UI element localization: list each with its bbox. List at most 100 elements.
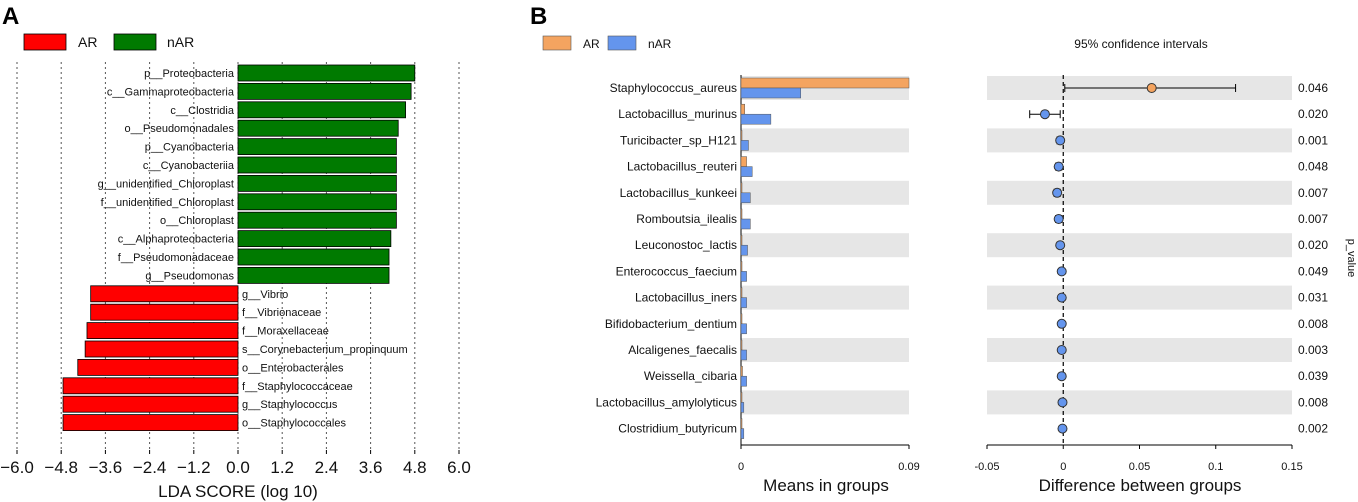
p-value-Leuconostoc_lactis: 0.020	[1298, 238, 1328, 252]
x-tick-label-10: 6.0	[447, 458, 471, 477]
bar-c__Gammaproteobacteria	[237, 83, 412, 100]
c-tick-label-3: 0.1	[1208, 461, 1223, 473]
x-tick-label-8: 3.6	[359, 458, 383, 477]
diff-point-Turicibacter_sp_H121	[1055, 135, 1066, 146]
p-value-Lactobacillus_murinus: 0.020	[1298, 107, 1328, 121]
band-Leuconostoc_lactis	[741, 233, 909, 258]
legend-b-ar-swatch	[542, 35, 572, 51]
bar-nar-Staphylococcus_aureus	[740, 87, 801, 99]
b-tick-label-0: 0	[738, 461, 744, 473]
p-value-Lactobacillus_kunkeei: 0.007	[1298, 186, 1328, 200]
bar-label-p__Proteobacteria: p__Proteobacteria	[144, 68, 235, 80]
bar-label-g__unidentified_Chloroplast: g__unidentified_Chloroplast	[98, 178, 234, 190]
bar-label-f__Vibrionaceae: f__Vibrionaceae	[242, 307, 321, 319]
species-label-Weissella_cibaria: Weissella_cibaria	[644, 369, 737, 383]
bar-c__Clostridia	[237, 101, 406, 119]
bar-label-o__Chloroplast: o__Chloroplast	[160, 215, 234, 227]
difference-chart: 0.046 0.020 0.001 0.048 0.007 0.007 0.020 0.049…	[974, 75, 1357, 495]
diff-band-Lactobacillus_kunkeei	[987, 180, 1292, 205]
lda-chart: p__Proteobacteria c__Gammaproteobacteriac…	[0, 62, 471, 501]
diff-band-Lactobacillus_amylolyticus	[987, 390, 1292, 415]
species-label-Staphylococcus_aureus: Staphylococcus_aureus	[610, 81, 737, 95]
band-Lactobacillus_amylolyticus	[741, 390, 909, 415]
bar-nar-Lactobacillus_reuteri	[740, 166, 753, 177]
bar-o__Enterobacterales	[77, 358, 239, 376]
bar-ar-Staphylococcus_aureus	[740, 77, 910, 89]
panel-letter-a: A	[2, 3, 19, 30]
bar-nar-Romboutsia_ilealis	[740, 218, 751, 230]
bar-ar-Lactobacillus_murinus	[740, 103, 745, 115]
bar-ar-Enterococcus_faecium	[740, 261, 743, 272]
means-chart: Staphylococcus_aureus Lactobacillus_murin…	[596, 75, 920, 495]
c-tick-label-2: 0.05	[1129, 461, 1150, 473]
bar-label-f__Pseudomonadaceae: f__Pseudomonadaceae	[118, 252, 234, 264]
bar-ar-Bifidobacterium_dentium	[740, 313, 743, 325]
bar-ar-Romboutsia_ilealis	[740, 208, 743, 220]
diff-point-Staphylococcus_aureus	[1146, 83, 1157, 93]
bar-ar-Clostridium_butyricum	[740, 418, 743, 429]
bar-g__Pseudomonas	[237, 266, 390, 284]
bar-label-o__Enterobacterales: o__Enterobacterales	[242, 362, 344, 374]
legend-b-ar-label: AR	[583, 37, 600, 51]
bar-ar-Alcaligenes_faecalis	[740, 339, 743, 351]
band-Lactobacillus_kunkeei	[741, 180, 909, 205]
band-Turicibacter_sp_H121	[741, 128, 909, 153]
ci-title: 95% confidence intervals	[1074, 37, 1207, 51]
x-tick-label-6: 1.2	[270, 458, 294, 477]
diff-point-Lactobacillus_kunkeei	[1052, 187, 1063, 198]
bar-label-c__Clostridia: c__Clostridia	[170, 105, 234, 117]
species-label-Lactobacillus_reuteri: Lactobacillus_reuteri	[627, 160, 737, 174]
bar-ar-Leuconostoc_lactis	[740, 234, 743, 246]
bar-nar-Turicibacter_sp_H121	[740, 140, 749, 151]
diff-point-Leuconostoc_lactis	[1055, 240, 1066, 251]
bar-p__Cyanobacteria	[237, 138, 397, 156]
diff-point-Alcaligenes_faecalis	[1056, 345, 1067, 355]
band-Alcaligenes_faecalis	[741, 338, 909, 362]
bar-c__Alphaproteobacteria	[237, 230, 392, 248]
x-tick-label-9: 4.8	[403, 458, 427, 477]
p-value-Weissella_cibaria: 0.039	[1298, 369, 1328, 383]
bar-label-o__Staphylococcales: o__Staphylococcales	[242, 418, 346, 430]
bar-nar-Lactobacillus_amylolyticus	[740, 402, 745, 413]
diff-band-Leuconostoc_lactis	[987, 233, 1292, 258]
bar-f__Staphylococcaceae	[62, 377, 239, 395]
x-tick-label-1: −4.8	[44, 458, 78, 477]
bar-g__Staphylococcus	[62, 395, 239, 413]
diff-point-Lactobacillus_murinus	[1039, 109, 1050, 120]
species-label-Alcaligenes_faecalis: Alcaligenes_faecalis	[628, 343, 737, 357]
x-tick-label-4: −1.2	[177, 458, 211, 477]
diff-band-Alcaligenes_faecalis	[987, 338, 1292, 362]
x-tick-label-0: −6.0	[0, 458, 34, 477]
bar-f__Vibrionaceae	[90, 303, 239, 321]
bar-ar-Lactobacillus_iners	[740, 287, 743, 298]
species-label-Lactobacillus_kunkeei: Lactobacillus_kunkeei	[620, 186, 737, 200]
panel-letter-b: B	[530, 3, 547, 30]
bar-label-c__Gammaproteobacteria: c__Gammaproteobacteria	[107, 86, 235, 98]
diff-point-Lactobacillus_reuteri	[1053, 161, 1064, 172]
bar-g__unidentified_Chloroplast	[237, 174, 397, 192]
c-tick-label-1: 0	[1060, 461, 1066, 473]
legend-b-nar-label: nAR	[648, 37, 672, 51]
p-value-Clostridium_butyricum: 0.002	[1298, 422, 1328, 436]
legend-b: AR nAR	[542, 35, 672, 51]
bar-label-p__Cyanobacteria: p__Cyanobacteria	[145, 142, 235, 154]
bar-nar-Lactobacillus_iners	[740, 297, 747, 308]
legend-a-nar-swatch	[113, 33, 157, 51]
legend-a-ar-swatch	[23, 33, 67, 51]
diff-band-Lactobacillus_iners	[987, 285, 1292, 310]
p-value-Turicibacter_sp_H121: 0.001	[1298, 133, 1328, 147]
bar-ar-Weissella_cibaria	[740, 365, 743, 377]
bar-o__Chloroplast	[237, 211, 397, 229]
p-value-Romboutsia_ilealis: 0.007	[1298, 212, 1328, 226]
bar-label-g__Pseudomonas: g__Pseudomonas	[145, 270, 234, 282]
x-tick-label-3: −2.4	[133, 458, 167, 477]
bar-label-f__Moraxellaceae: f__Moraxellaceae	[242, 326, 329, 338]
legend-b-nar-swatch	[607, 35, 637, 51]
bar-nar-Leuconostoc_lactis	[740, 244, 748, 256]
species-label-Clostridium_butyricum: Clostridium_butyricum	[618, 422, 737, 436]
diff-band-Turicibacter_sp_H121	[987, 128, 1292, 153]
p-value-Lactobacillus_iners: 0.031	[1298, 291, 1328, 305]
bar-nar-Weissella_cibaria	[740, 375, 747, 387]
p-value-Alcaligenes_faecalis: 0.003	[1298, 343, 1328, 357]
